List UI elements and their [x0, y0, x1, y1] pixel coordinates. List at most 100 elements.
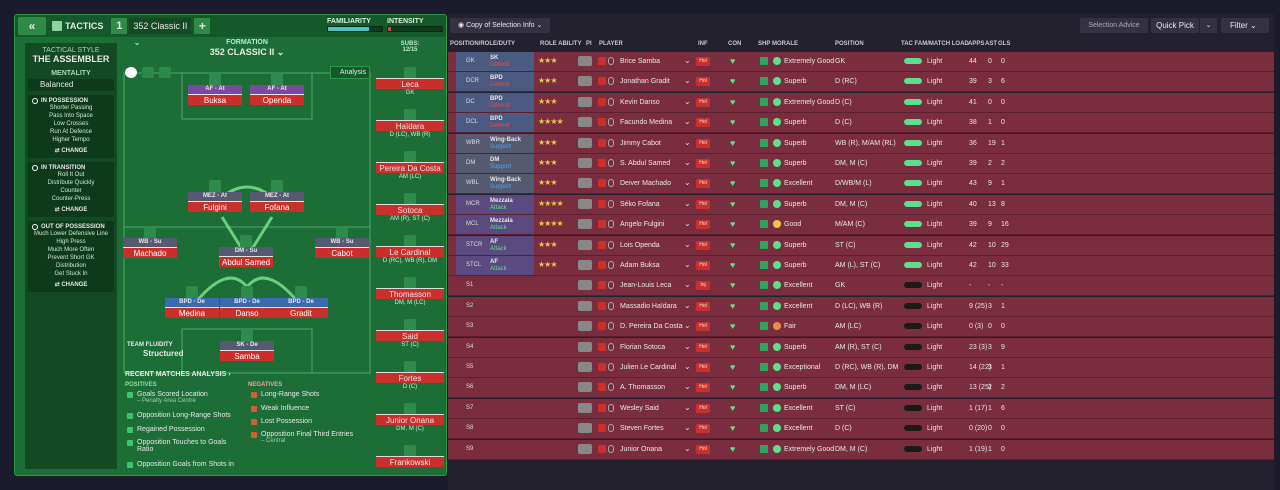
position-cell[interactable]: S7 [456, 399, 534, 418]
player-instructions-icon[interactable] [578, 382, 592, 393]
player-name[interactable]: Junior Onana [620, 445, 663, 453]
player-instructions-icon[interactable] [578, 300, 592, 311]
selection-advice-button[interactable]: Selection Advice [1080, 18, 1148, 33]
sub-player[interactable]: Leca GK [376, 67, 444, 98]
col-ast[interactable]: AST [985, 41, 997, 47]
col-gls[interactable]: GLS [998, 41, 1011, 47]
position-cell[interactable]: MCL Mezzala Attack [456, 215, 534, 235]
table-row[interactable]: WBL Wing-Back Support ★★★ Deiver Machado… [448, 174, 1274, 195]
change-in-transition-button[interactable]: ⇄ CHANGE [30, 206, 112, 213]
position-cell[interactable]: DC BPD Defend [456, 92, 534, 112]
bar-chart-icon[interactable] [142, 67, 154, 78]
chevron-down-icon[interactable]: ⌄ [684, 402, 691, 412]
chevron-down-icon[interactable]: ⌄ [684, 260, 691, 269]
pitch-player[interactable]: AF - At Openda [250, 73, 304, 105]
player-name[interactable]: Angelo Fulgini [620, 221, 665, 229]
position-cell[interactable]: S5 [456, 358, 534, 377]
sub-player[interactable]: Junior Onana DM, M (C) [376, 403, 444, 434]
mentality-select[interactable]: Balanced [28, 79, 114, 91]
table-row[interactable]: GK SK Defend ★★★ Brice Samba ⌄ Hol ♥ Ext… [448, 52, 1274, 72]
col-position[interactable]: POSITION/ROLE/DUTY [450, 41, 516, 47]
col-shp[interactable]: SHP [758, 41, 771, 47]
formation-name[interactable]: 352 CLASSIC II ⌄ [122, 47, 372, 58]
sub-player[interactable]: Le Cardinal D (RC), WB (R), DM [376, 235, 444, 266]
clipboard-icon[interactable] [159, 67, 171, 78]
position-cell[interactable]: S2 [456, 297, 534, 316]
pitch-player[interactable]: MEZ - At Fulgini [188, 180, 242, 212]
filter-button[interactable]: Filter ⌄ [1221, 18, 1269, 33]
table-row[interactable]: S8 Steven Fortes ⌄ Hol ♥ Excellent D (C)… [448, 419, 1274, 440]
player-instructions-icon[interactable] [578, 117, 592, 128]
col-tac-fam[interactable]: TAC FAM/MATCH LOAD [901, 41, 969, 47]
pitch-player[interactable]: DM - Su Abdul Samed [219, 235, 273, 267]
col-inf[interactable]: INF [698, 41, 708, 47]
chevron-down-icon[interactable]: ⌄ [684, 321, 691, 331]
col-pi[interactable]: PI [586, 41, 592, 47]
chevron-down-icon[interactable]: ⌄ [684, 239, 691, 249]
change-out-of-possession-button[interactable]: ⇄ CHANGE [30, 281, 112, 288]
back-button[interactable]: « [18, 17, 46, 35]
player-instructions-icon[interactable] [578, 260, 592, 270]
chevron-down-icon[interactable]: ⌄ [684, 178, 691, 188]
table-row[interactable]: S6 A. Thomasson ⌄ Hol ♥ Superb DM, M (LC… [448, 378, 1274, 399]
chevron-down-icon[interactable]: ⌄ [684, 56, 691, 65]
player-name[interactable]: Julien Le Cardinal [620, 364, 677, 371]
sub-player[interactable]: Sotoca AM (R), ST (C) [376, 193, 444, 224]
table-row[interactable]: MCL Mezzala Attack ★★★★ Angelo Fulgini ⌄… [448, 215, 1274, 236]
chevron-down-icon[interactable]: ⌄ [684, 158, 691, 167]
chevron-down-icon[interactable]: ⌄ [684, 443, 691, 453]
player-instructions-icon[interactable] [578, 362, 592, 372]
player-instructions-icon[interactable] [578, 443, 592, 454]
player-name[interactable]: Adam Buksa [620, 262, 660, 269]
player-instructions-icon[interactable] [578, 402, 592, 413]
chevron-down-icon[interactable]: ⌄ [684, 219, 691, 229]
chevron-down-icon[interactable]: ⌄ [684, 341, 691, 351]
table-row[interactable]: DM DM Support ★★★ S. Abdul Samed ⌄ Hol ♥… [448, 154, 1274, 174]
table-row[interactable]: STCL AF Attack ★★★ Adam Buksa ⌄ Hol ♥ Su… [448, 256, 1274, 276]
chevron-down-icon[interactable]: ⌄ [684, 76, 691, 86]
position-cell[interactable]: S3 [456, 317, 534, 336]
sub-player[interactable]: Pereira Da Costa AM (LC) [376, 151, 444, 182]
quick-pick-dropdown[interactable]: ⌄ [1200, 18, 1217, 33]
col-player[interactable]: PLAYER [599, 41, 623, 47]
position-cell[interactable]: STCL AF Attack [456, 256, 534, 275]
pitch-player[interactable]: WB - Su Cabot [315, 226, 369, 258]
table-row[interactable]: S3 D. Pereira Da Costa ⌄ Hol ♥ Fair AM (… [448, 317, 1274, 338]
col-apps[interactable]: APPS [968, 41, 985, 47]
table-row[interactable]: S1 Jean-Louis Leca ⌄ Inj ♥ Excellent GK … [448, 276, 1274, 297]
player-name[interactable]: S. Abdul Samed [620, 160, 671, 167]
pitch-player[interactable]: BPD - De Gradit [274, 286, 328, 318]
pitch-player[interactable]: SK - De Samba [220, 329, 274, 361]
quick-pick-button[interactable]: Quick Pick [1151, 18, 1199, 33]
player-instructions-icon[interactable] [578, 158, 592, 168]
player-name[interactable]: D. Pereira Da Costa [620, 323, 683, 331]
player-instructions-icon[interactable] [578, 280, 592, 291]
chevron-down-icon[interactable]: ⌄ [684, 280, 691, 290]
player-name[interactable]: Jean-Louis Leca [620, 282, 672, 290]
player-name[interactable]: Facundo Medina [620, 119, 673, 127]
position-cell[interactable]: GK SK Defend [456, 52, 534, 71]
position-cell[interactable]: WBR Wing-Back Support [456, 133, 534, 153]
player-instructions-icon[interactable] [578, 239, 592, 250]
col-con[interactable]: CON [728, 41, 742, 47]
table-row[interactable]: S7 Wesley Said ⌄ Hol ♥ Excellent ST (C) … [448, 398, 1274, 419]
position-cell[interactable]: MCR Mezzala Attack [456, 194, 534, 214]
table-row[interactable]: STCR AF Attack ★★★ Lois Openda ⌄ Hol ♥ S… [448, 235, 1274, 256]
position-cell[interactable]: S9 [456, 440, 534, 459]
player-name[interactable]: Steven Fortes [620, 425, 664, 433]
position-cell[interactable]: DCL BPD Defend [456, 113, 534, 133]
analysis-button[interactable]: Analysis [330, 66, 370, 79]
recent-matches-analysis-link[interactable]: RECENT MATCHES ANALYSIS › [125, 371, 231, 378]
position-cell[interactable]: WBL Wing-Back Support [456, 174, 534, 194]
position-cell[interactable]: S8 [456, 419, 534, 438]
sub-player[interactable]: Thomasson DM, M (LC) [376, 277, 444, 308]
player-name[interactable]: A. Thomasson [620, 384, 666, 392]
tactical-style-name[interactable]: THE ASSEMBLER [32, 54, 110, 64]
player-instructions-icon[interactable] [578, 341, 592, 352]
player-instructions-icon[interactable] [578, 321, 592, 332]
table-row[interactable]: DCR BPD Defend ★★★ Jonathan Gradit ⌄ Hol… [448, 72, 1274, 93]
chevron-down-icon[interactable]: ⌄ [684, 137, 691, 147]
player-instructions-icon[interactable] [578, 198, 592, 209]
position-cell[interactable]: STCR AF Attack [456, 235, 534, 255]
pitch-player[interactable]: MEZ - At Fofana [250, 180, 304, 212]
